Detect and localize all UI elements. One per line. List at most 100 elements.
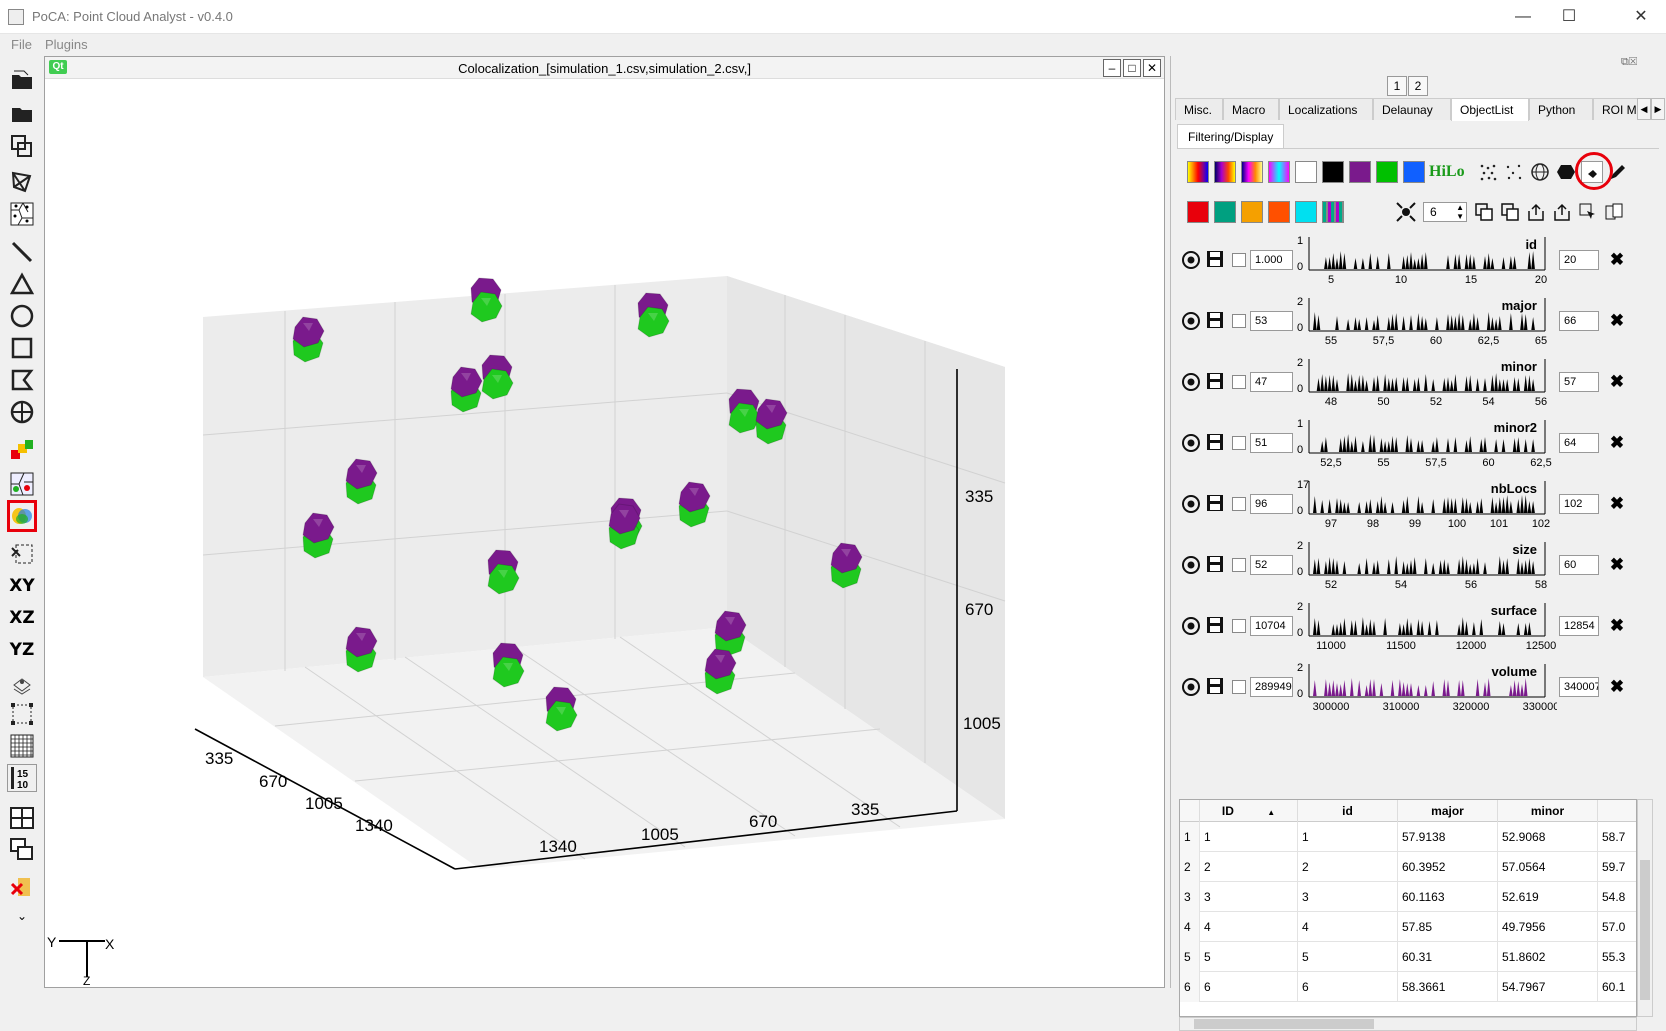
table-cell[interactable]: 60.1 [1598, 972, 1636, 1002]
visibility-toggle-icon[interactable] [1181, 311, 1201, 331]
tab-scroll-right-icon[interactable]: ▶ [1651, 98, 1665, 120]
table-cell[interactable]: 54.7967 [1498, 972, 1598, 1002]
log-scale-checkbox[interactable] [1232, 375, 1246, 389]
table-row[interactable]: 4 4 4 57.85 49.7956 57.0 [1180, 912, 1636, 942]
hilo-colormap-button[interactable]: HiLo [1429, 163, 1465, 180]
column-header-major[interactable]: major [1398, 800, 1498, 822]
table-cell[interactable]: 1 [1298, 822, 1398, 852]
subwindow-minimize-button[interactable]: – [1103, 59, 1121, 77]
remove-filter-button[interactable]: ✖ [1609, 677, 1625, 696]
table-cell[interactable]: 60.1163 [1398, 882, 1498, 912]
font-size-icon[interactable]: 15 10 [7, 764, 37, 792]
clear-icon[interactable] [7, 874, 37, 902]
max-value-input[interactable]: 12854 [1559, 616, 1599, 636]
log-scale-checkbox[interactable] [1232, 314, 1246, 328]
export-alt-icon[interactable] [1551, 201, 1573, 223]
color-red-swatch[interactable] [1187, 201, 1209, 223]
more-tools-icon[interactable]: ⌄ [16, 909, 28, 923]
vertical-scroll-thumb[interactable] [1640, 860, 1650, 1000]
histogram-minor[interactable]: 2 0 minor 48 50 52 54 56 [1295, 355, 1557, 407]
colormap-striped-swatch[interactable] [1322, 201, 1344, 223]
visibility-toggle-icon[interactable] [1181, 372, 1201, 392]
table-cell[interactable]: 51.8602 [1498, 942, 1598, 972]
sphere-tool-icon[interactable] [7, 398, 37, 426]
log-scale-checkbox[interactable] [1232, 497, 1246, 511]
histogram-volume[interactable]: 2 0 volume 300000 310000 320000 330000 [1295, 660, 1557, 712]
cascade-windows-icon[interactable] [7, 836, 37, 864]
column-header-minor[interactable]: minor [1498, 800, 1598, 822]
max-value-input[interactable]: 102 [1559, 494, 1599, 514]
min-value-input[interactable]: 52 [1250, 555, 1293, 575]
log-scale-checkbox[interactable] [1232, 619, 1246, 633]
min-value-input[interactable]: 53 [1250, 311, 1293, 331]
remove-filter-button[interactable]: ✖ [1609, 372, 1625, 391]
bounding-box-icon[interactable] [7, 700, 37, 728]
table-row[interactable]: 6 6 6 58.3661 54.7967 60.1 [1180, 972, 1636, 1002]
dock-float-icons[interactable]: ⧉☒ [1621, 56, 1638, 68]
visibility-toggle-icon[interactable] [1181, 555, 1201, 575]
colocalization-icon[interactable] [7, 500, 37, 532]
minimize-button[interactable]: — [1515, 8, 1531, 25]
table-cell[interactable]: 6 [1298, 972, 1398, 1002]
colormap-fire-swatch[interactable] [1214, 161, 1236, 183]
histogram-major[interactable]: 2 0 major 55 57,5 60 62,5 65 [1295, 294, 1557, 346]
max-value-input[interactable]: 66 [1559, 311, 1599, 331]
camera-icon[interactable] [7, 670, 37, 698]
color-black-swatch[interactable] [1322, 161, 1344, 183]
split-icon[interactable] [1603, 201, 1625, 223]
column-header-id[interactable]: id [1298, 800, 1398, 822]
visibility-toggle-icon[interactable] [1181, 433, 1201, 453]
point-size-spinbox[interactable]: 6 ▲ ▼ [1423, 202, 1467, 222]
pen-icon[interactable] [1607, 161, 1629, 183]
triangle-tool-icon[interactable] [7, 270, 37, 298]
row-header[interactable]: 5 [1180, 942, 1200, 972]
row-header[interactable]: 2 [1180, 852, 1200, 882]
min-value-input[interactable]: 47 [1250, 372, 1293, 392]
subwindow-maximize-button[interactable]: □ [1123, 59, 1141, 77]
max-value-input[interactable]: 60 [1559, 555, 1599, 575]
export-icon[interactable] [1525, 201, 1547, 223]
max-value-input[interactable]: 340007 [1559, 677, 1599, 697]
horizontal-scroll-thumb[interactable] [1194, 1019, 1374, 1029]
table-row[interactable]: 5 5 5 60.31 51.8602 55.3 [1180, 942, 1636, 972]
save-icon[interactable] [1206, 433, 1224, 451]
select-pointer-icon[interactable] [1577, 201, 1599, 223]
histogram-nbLocs[interactable]: 17 0 nbLocs 97 98 99 100 101 102 [1295, 477, 1557, 529]
close-button[interactable]: ✕ [1634, 8, 1648, 25]
page-tab-2[interactable]: 2 [1408, 76, 1428, 96]
log-scale-checkbox[interactable] [1232, 253, 1246, 267]
visibility-toggle-icon[interactable] [1181, 494, 1201, 514]
square-tool-icon[interactable] [7, 334, 37, 362]
table-cell[interactable]: 58.3661 [1398, 972, 1498, 1002]
min-value-input[interactable]: 51 [1250, 433, 1293, 453]
visibility-toggle-icon[interactable] [1181, 250, 1201, 270]
table-cell[interactable]: 57.85 [1398, 912, 1498, 942]
table-cell[interactable]: 4 [1200, 912, 1298, 942]
save-icon[interactable] [1206, 372, 1224, 390]
subtab-filtering-display[interactable]: Filtering/Display [1177, 124, 1285, 148]
min-value-input[interactable]: 289949 [1250, 677, 1293, 697]
polygon-fill-icon[interactable] [1555, 161, 1577, 183]
save-icon[interactable] [1206, 555, 1224, 573]
max-value-input[interactable]: 20 [1559, 250, 1599, 270]
histogram-minor2[interactable]: 1 0 minor2 52,5 55 57,5 60 62,5 [1295, 416, 1557, 468]
save-icon[interactable] [1206, 616, 1224, 634]
table-cell[interactable]: 59.7 [1598, 852, 1636, 882]
map-icon[interactable] [7, 470, 37, 498]
save-icon[interactable] [1206, 494, 1224, 512]
table-cell[interactable]: 60.31 [1398, 942, 1498, 972]
table-cell[interactable]: 57.0564 [1498, 852, 1598, 882]
line-tool-icon[interactable] [7, 238, 37, 266]
table-cell[interactable]: 60.3952 [1398, 852, 1498, 882]
tab-macro[interactable]: Macro [1223, 98, 1279, 120]
color-white-swatch[interactable] [1295, 161, 1317, 183]
table-cell[interactable]: 2 [1200, 852, 1298, 882]
table-cell[interactable]: 54.8 [1598, 882, 1636, 912]
table-cell[interactable]: 6 [1200, 972, 1298, 1002]
circle-tool-icon[interactable] [7, 302, 37, 330]
tile-windows-icon[interactable] [7, 804, 37, 832]
min-value-input[interactable]: 10704 [1250, 616, 1293, 636]
save-icon[interactable] [1206, 311, 1224, 329]
table-cell[interactable]: 58.7 [1598, 822, 1636, 852]
tab-python[interactable]: Python [1529, 98, 1593, 120]
